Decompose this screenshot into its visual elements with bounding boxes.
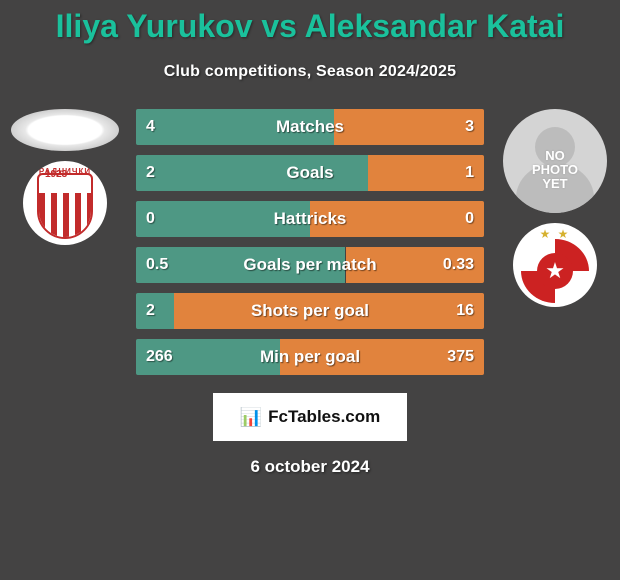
left-player-column: 1923 РАДНИЧКИ xyxy=(6,109,124,245)
star-icon: ★ xyxy=(545,258,565,284)
comparison-area: 1923 РАДНИЧКИ NO PHOTO YET ★ ★ ★ 43Match… xyxy=(0,109,620,375)
comparison-bars: 43Matches21Goals00Hattricks0.50.33Goals … xyxy=(136,109,484,375)
comparison-row: 216Shots per goal xyxy=(136,293,484,329)
bar-value-left: 0.5 xyxy=(146,247,168,283)
left-club-badge: 1923 РАДНИЧКИ xyxy=(23,161,107,245)
bar-value-left: 2 xyxy=(146,155,155,191)
left-player-photo xyxy=(11,109,119,151)
site-label: FcTables.com xyxy=(268,407,380,427)
bar-value-left: 266 xyxy=(146,339,173,375)
page-subtitle: Club competitions, Season 2024/2025 xyxy=(0,63,620,81)
bar-value-right: 3 xyxy=(465,109,474,145)
comparison-row: 21Goals xyxy=(136,155,484,191)
bar-value-right: 375 xyxy=(447,339,474,375)
date-label: 6 october 2024 xyxy=(0,457,620,477)
bar-value-left: 2 xyxy=(146,293,155,329)
bar-value-right: 0.33 xyxy=(443,247,474,283)
right-club-badge: ★ ★ ★ xyxy=(513,223,597,307)
left-club-name: РАДНИЧКИ xyxy=(29,167,101,195)
right-player-column: NO PHOTO YET ★ ★ ★ xyxy=(496,109,614,307)
bar-value-left: 4 xyxy=(146,109,155,145)
bar-value-right: 16 xyxy=(456,293,474,329)
right-player-photo: NO PHOTO YET xyxy=(503,109,607,213)
bar-value-left: 0 xyxy=(146,201,155,237)
comparison-row: 0.50.33Goals per match xyxy=(136,247,484,283)
chart-icon: 📊 xyxy=(240,407,262,428)
comparison-row: 266375Min per goal xyxy=(136,339,484,375)
page-title: Iliya Yurukov vs Aleksandar Katai xyxy=(0,0,620,45)
comparison-row: 43Matches xyxy=(136,109,484,145)
bar-value-right: 0 xyxy=(465,201,474,237)
comparison-row: 00Hattricks xyxy=(136,201,484,237)
site-attribution: 📊 FcTables.com xyxy=(213,393,407,441)
bar-value-right: 1 xyxy=(465,155,474,191)
